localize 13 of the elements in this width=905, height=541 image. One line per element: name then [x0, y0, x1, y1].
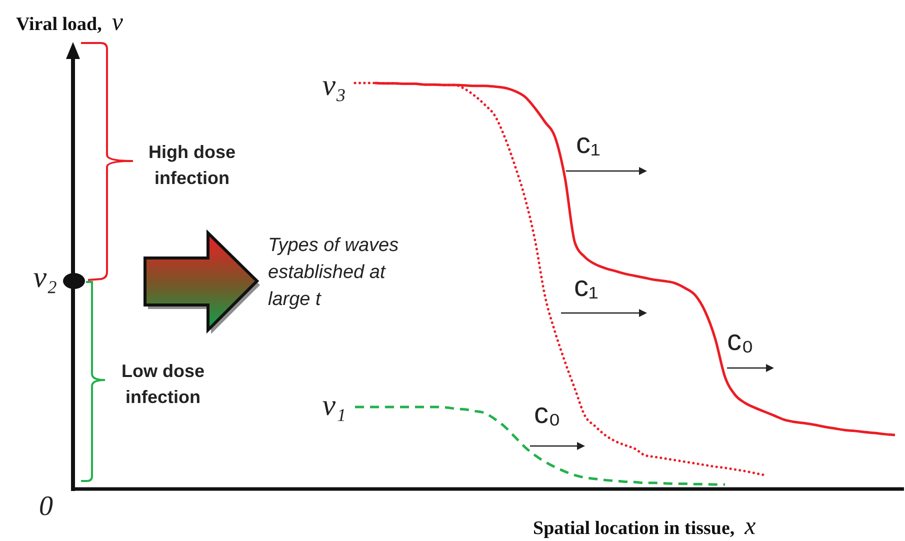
- text: v₁: [322, 389, 346, 422]
- text: v₃: [322, 69, 346, 102]
- annotation: c₁: [576, 128, 600, 160]
- x-axis-title: Spatial location in tissue, x: [533, 513, 756, 540]
- text: High dose infection: [148, 142, 236, 188]
- text: Viral load, v: [16, 9, 124, 36]
- annotation: c₀: [534, 398, 561, 430]
- text: v₂: [33, 261, 57, 294]
- annotation: Types of waves established at large t: [268, 235, 400, 310]
- annotation: c₁: [574, 271, 598, 303]
- text: Low dose infection: [121, 361, 205, 407]
- annotation: c₀: [727, 325, 754, 357]
- text: 0: [39, 491, 53, 522]
